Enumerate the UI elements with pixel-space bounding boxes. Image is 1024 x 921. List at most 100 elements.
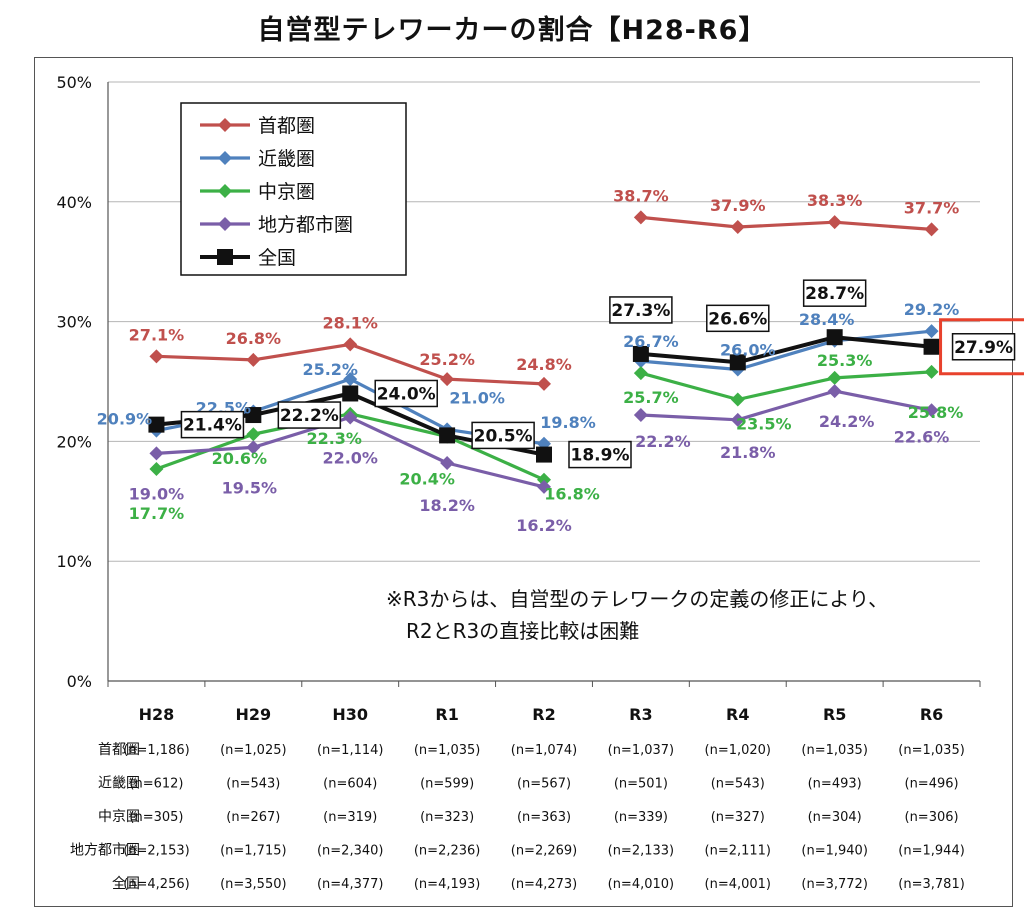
data-point-地方都市圏 <box>537 479 551 494</box>
table-cell: (n=1,037) <box>608 743 675 758</box>
series-line-首都圏 <box>640 215 932 231</box>
data-label-首都圏: 37.7% <box>904 198 960 217</box>
data-label-box <box>802 279 867 307</box>
x-tick-label: H30 <box>332 705 368 724</box>
table-cell: (n=1,940) <box>801 844 868 859</box>
table-cell: (n=3,781) <box>898 877 965 892</box>
table-cell: (n=496) <box>905 777 959 792</box>
data-label-全国: 22.2% <box>280 406 339 426</box>
table-cell: (n=1,020) <box>705 743 772 758</box>
y-tick-label: 30% <box>56 313 92 332</box>
table-cell: (n=2,133) <box>608 844 675 859</box>
table-cell: (n=1,035) <box>414 743 481 758</box>
legend-label: 全国 <box>258 247 296 269</box>
data-label-中京圏: 25.3% <box>817 351 873 370</box>
table-cell: (n=2,269) <box>511 844 578 859</box>
data-label-全国: 21.4% <box>183 416 242 436</box>
y-tick-label: 40% <box>56 193 92 212</box>
data-label-box <box>471 421 535 450</box>
x-tick-label: R2 <box>532 705 555 724</box>
table-cell: (n=1,035) <box>801 743 868 758</box>
data-label-地方都市圏: 24.2% <box>819 412 875 431</box>
legend-marker <box>218 217 232 231</box>
data-label-中京圏: 16.8% <box>544 485 600 504</box>
data-point-中京圏 <box>537 472 551 487</box>
series-line-全国 <box>640 335 932 365</box>
data-label-近畿圏: 19.8% <box>540 413 596 432</box>
table-cell: (n=1,035) <box>898 743 965 758</box>
table-cell: (n=567) <box>517 777 571 792</box>
table-cell: (n=612) <box>129 777 183 792</box>
data-label-全国: 28.7% <box>805 284 864 304</box>
data-point-首都圏 <box>633 210 648 225</box>
table-cell: (n=2,236) <box>414 844 481 859</box>
legend-marker <box>218 118 232 132</box>
data-point-中京圏 <box>246 427 261 442</box>
table-cell: (n=493) <box>808 777 862 792</box>
data-label-近畿圏: 28.4% <box>799 310 855 329</box>
table-cell: (n=304) <box>808 810 862 825</box>
table-cell: (n=327) <box>711 810 765 825</box>
x-tick-label: R5 <box>823 705 846 724</box>
table-cell: (n=305) <box>129 810 183 825</box>
data-label-近畿圏: 21.0% <box>449 388 505 407</box>
x-tick-label: H29 <box>236 705 272 724</box>
data-point-全国 <box>826 329 843 346</box>
note-line-2: R2とR3の直接比較は困難 <box>406 619 639 643</box>
chart-title: 自営型テレワーカーの割合【H28-R6】 <box>257 15 767 46</box>
table-cell: (n=4,377) <box>317 877 384 892</box>
data-label-全国: 20.5% <box>474 426 533 446</box>
data-point-首都圏 <box>537 376 551 391</box>
table-cell: (n=1,074) <box>511 743 578 758</box>
table-cell: (n=2,153) <box>123 844 190 859</box>
data-label-首都圏: 37.9% <box>710 196 766 215</box>
data-label-地方都市圏: 22.6% <box>894 427 950 446</box>
data-label-中京圏: 25.7% <box>623 388 679 407</box>
legend-marker <box>218 151 232 165</box>
table-row-label: 中京圏 <box>98 809 140 825</box>
table-cell: (n=2,340) <box>317 844 384 859</box>
data-label-地方都市圏: 19.0% <box>129 484 185 503</box>
table-row-label: 全国 <box>112 875 140 892</box>
data-point-地方都市圏 <box>633 408 648 423</box>
data-label-地方都市圏: 16.2% <box>516 516 572 535</box>
data-label-中京圏: 20.6% <box>212 449 268 468</box>
data-label-全国: 18.9% <box>571 446 630 466</box>
highlight-box <box>939 318 1024 376</box>
data-label-地方都市圏: 18.2% <box>419 496 475 515</box>
data-label-首都圏: 38.7% <box>613 186 669 205</box>
table-cell: (n=267) <box>226 810 280 825</box>
data-label-首都圏: 25.2% <box>419 350 475 369</box>
data-point-近畿圏 <box>924 324 939 339</box>
data-point-首都圏 <box>343 337 358 352</box>
data-point-全国 <box>439 427 456 444</box>
data-point-地方都市圏 <box>924 403 939 418</box>
table-row-label: 近畿圏 <box>98 776 140 792</box>
data-label-box <box>609 296 673 324</box>
data-label-首都圏: 38.3% <box>807 191 863 210</box>
data-point-地方都市圏 <box>246 440 261 455</box>
data-point-中京圏 <box>730 392 745 407</box>
table-row-label: 首都圏 <box>98 742 140 758</box>
data-label-近畿圏: 29.2% <box>904 300 960 319</box>
table-cell: (n=599) <box>420 777 474 792</box>
data-label-首都圏: 24.8% <box>516 355 572 374</box>
data-point-全国 <box>342 385 359 402</box>
data-label-首都圏: 28.1% <box>322 313 378 332</box>
y-tick-label: 10% <box>56 552 92 571</box>
x-tick-label: R6 <box>920 705 943 724</box>
table-cell: (n=501) <box>614 777 668 792</box>
data-point-首都圏 <box>149 349 164 364</box>
table-cell: (n=323) <box>420 810 474 825</box>
data-point-全国 <box>245 407 262 424</box>
chart-frame <box>34 57 1013 907</box>
data-point-全国 <box>536 446 552 463</box>
data-point-地方都市圏 <box>343 410 358 425</box>
legend-label: 地方都市圏 <box>258 214 353 236</box>
data-label-首都圏: 26.8% <box>226 329 282 348</box>
data-point-地方都市圏 <box>827 384 842 399</box>
data-label-地方都市圏: 22.2% <box>635 432 691 451</box>
table-cell: (n=4,273) <box>511 877 578 892</box>
data-point-首都圏 <box>730 219 745 234</box>
data-label-近畿圏: 20.9% <box>97 410 153 429</box>
